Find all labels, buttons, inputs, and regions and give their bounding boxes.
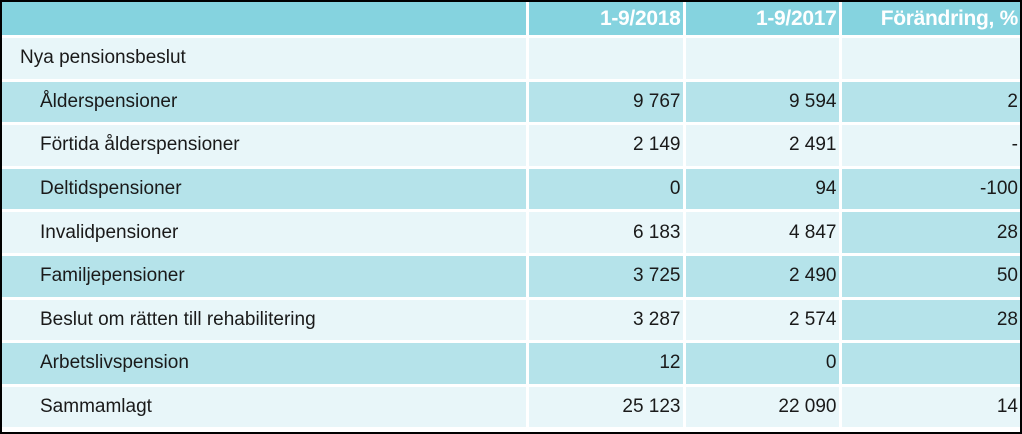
row-label: Familjepensioner bbox=[2, 254, 529, 300]
value-change: 14 bbox=[840, 385, 1020, 428]
section-row: Nya pensionsbeslut bbox=[2, 36, 1020, 82]
row-label: Invalidpensioner bbox=[2, 210, 529, 256]
row-label: Ålderspensioner bbox=[2, 80, 529, 126]
value-change: 28 bbox=[840, 298, 1020, 344]
row-label: Deltidspensioner bbox=[2, 167, 529, 213]
value-change: - bbox=[840, 123, 1020, 169]
section-title: Nya pensionsbeslut bbox=[2, 36, 529, 82]
value-change: 2 bbox=[840, 80, 1020, 126]
value-2018: 6 183 bbox=[527, 210, 686, 256]
value-2018: 12 bbox=[527, 341, 686, 387]
section-cell-2017 bbox=[684, 36, 842, 82]
value-2018: 25 123 bbox=[527, 385, 686, 428]
value-2017: 2 491 bbox=[684, 123, 842, 169]
table-row: Förtida ålderspensioner 2 149 2 491 - bbox=[2, 123, 1020, 169]
value-change: 50 bbox=[840, 254, 1020, 300]
row-label: Sammamlagt bbox=[2, 385, 529, 428]
header-row: 1-9/2018 1-9/2017 Förändring, % bbox=[2, 2, 1020, 38]
value-2017: 2 574 bbox=[684, 298, 842, 344]
table-row: Invalidpensioner 6 183 4 847 28 bbox=[2, 210, 1020, 256]
row-label: Beslut om rätten till rehabilitering bbox=[2, 298, 529, 344]
value-2017: 2 490 bbox=[684, 254, 842, 300]
value-change: -100 bbox=[840, 167, 1020, 213]
value-2017: 9 594 bbox=[684, 80, 842, 126]
value-2018: 3 725 bbox=[527, 254, 686, 300]
header-empty bbox=[2, 2, 529, 38]
value-change: 28 bbox=[840, 210, 1020, 256]
section-cell-2018 bbox=[527, 36, 686, 82]
value-2018: 2 149 bbox=[527, 123, 686, 169]
table-row: Deltidspensioner 0 94 -100 bbox=[2, 167, 1020, 213]
row-label: Förtida ålderspensioner bbox=[2, 123, 529, 169]
row-label: Arbetslivspension bbox=[2, 341, 529, 387]
table-row: Ålderspensioner 9 767 9 594 2 bbox=[2, 80, 1020, 126]
header-2018: 1-9/2018 bbox=[527, 2, 686, 38]
value-2017: 94 bbox=[684, 167, 842, 213]
header-2017: 1-9/2017 bbox=[684, 2, 842, 38]
pension-decisions-table: 1-9/2018 1-9/2017 Förändring, % Nya pens… bbox=[2, 2, 1020, 428]
section-cell-change bbox=[840, 36, 1020, 82]
value-2018: 9 767 bbox=[527, 80, 686, 126]
value-2018: 3 287 bbox=[527, 298, 686, 344]
total-row: Sammamlagt 25 123 22 090 14 bbox=[2, 385, 1020, 428]
value-change bbox=[840, 341, 1020, 387]
table-row: Arbetslivspension 12 0 bbox=[2, 341, 1020, 387]
table-row: Beslut om rätten till rehabilitering 3 2… bbox=[2, 298, 1020, 344]
header-change: Förändring, % bbox=[840, 2, 1020, 38]
table-row: Familjepensioner 3 725 2 490 50 bbox=[2, 254, 1020, 300]
value-2018: 0 bbox=[527, 167, 686, 213]
value-2017: 22 090 bbox=[684, 385, 842, 428]
value-2017: 4 847 bbox=[684, 210, 842, 256]
value-2017: 0 bbox=[684, 341, 842, 387]
